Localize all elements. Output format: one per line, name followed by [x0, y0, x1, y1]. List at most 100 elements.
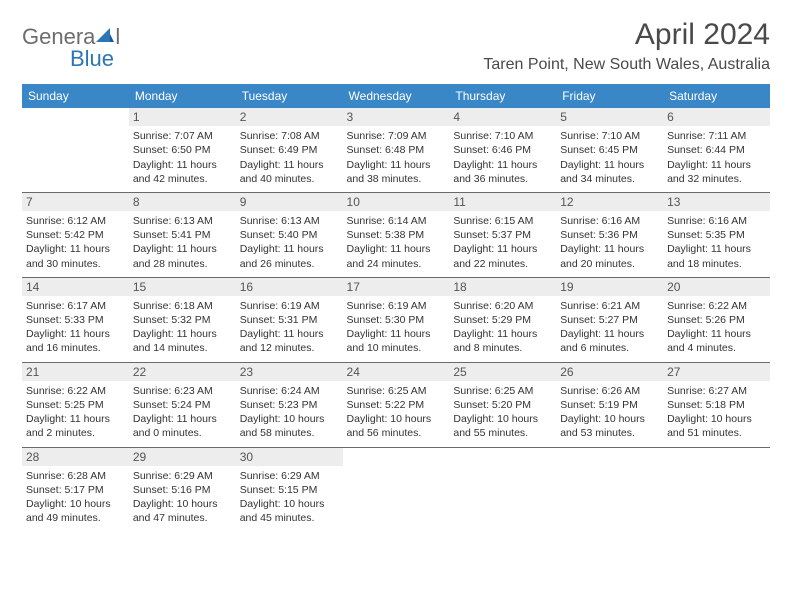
- calendar-cell: 14Sunrise: 6:17 AMSunset: 5:33 PMDayligh…: [22, 277, 129, 362]
- day-number: 10: [343, 193, 450, 211]
- day-number: 18: [449, 278, 556, 296]
- logo-text-blue: Blue: [70, 46, 120, 72]
- day-number: 2: [236, 108, 343, 126]
- sunset-line: Sunset: 5:38 PM: [347, 228, 446, 242]
- sunset-line: Sunset: 5:40 PM: [240, 228, 339, 242]
- calendar-cell: [449, 447, 556, 531]
- day-header: Tuesday: [236, 84, 343, 108]
- day-number: 26: [556, 363, 663, 381]
- daylight-line: Daylight: 11 hours and 30 minutes.: [26, 242, 125, 270]
- day-number: 15: [129, 278, 236, 296]
- daylight-line: Daylight: 11 hours and 36 minutes.: [453, 158, 552, 186]
- daylight-line: Daylight: 11 hours and 42 minutes.: [133, 158, 232, 186]
- calendar-cell: [22, 108, 129, 192]
- daylight-line: Daylight: 11 hours and 22 minutes.: [453, 242, 552, 270]
- sunset-line: Sunset: 5:32 PM: [133, 313, 232, 327]
- calendar-cell: 8Sunrise: 6:13 AMSunset: 5:41 PMDaylight…: [129, 192, 236, 277]
- daylight-line: Daylight: 11 hours and 14 minutes.: [133, 327, 232, 355]
- sunrise-line: Sunrise: 6:19 AM: [240, 299, 339, 313]
- day-header: Monday: [129, 84, 236, 108]
- daylight-line: Daylight: 10 hours and 55 minutes.: [453, 412, 552, 440]
- sunrise-line: Sunrise: 6:26 AM: [560, 384, 659, 398]
- day-number: 8: [129, 193, 236, 211]
- sunset-line: Sunset: 5:19 PM: [560, 398, 659, 412]
- sunrise-line: Sunrise: 6:29 AM: [240, 469, 339, 483]
- sunrise-line: Sunrise: 6:28 AM: [26, 469, 125, 483]
- daylight-line: Daylight: 11 hours and 10 minutes.: [347, 327, 446, 355]
- daylight-line: Daylight: 11 hours and 16 minutes.: [26, 327, 125, 355]
- sunset-line: Sunset: 5:15 PM: [240, 483, 339, 497]
- calendar-row: 1Sunrise: 7:07 AMSunset: 6:50 PMDaylight…: [22, 108, 770, 192]
- calendar-cell: 12Sunrise: 6:16 AMSunset: 5:36 PMDayligh…: [556, 192, 663, 277]
- calendar-cell: [343, 447, 450, 531]
- logo-text-l: l: [115, 24, 120, 49]
- day-number: 29: [129, 448, 236, 466]
- day-header: Thursday: [449, 84, 556, 108]
- calendar-cell: 27 Sunrise: 6:27 AMSunset: 5:18 PMDayligh…: [663, 362, 770, 447]
- calendar-cell: 16Sunrise: 6:19 AMSunset: 5:31 PMDayligh…: [236, 277, 343, 362]
- calendar-cell: 10 Sunrise: 6:14 AMSunset: 5:38 PMDayligh…: [343, 192, 450, 277]
- day-header-row: SundayMondayTuesdayWednesdayThursdayFrid…: [22, 84, 770, 108]
- sunrise-line: Sunrise: 6:21 AM: [560, 299, 659, 313]
- day-number: 21: [22, 363, 129, 381]
- calendar-cell: 26 Sunrise: 6:26 AMSunset: 5:19 PMDayligh…: [556, 362, 663, 447]
- calendar-cell: 29Sunrise: 6:29 AMSunset: 5:16 PMDayligh…: [129, 447, 236, 531]
- day-number: 7: [22, 193, 129, 211]
- daylight-line: Daylight: 11 hours and 24 minutes.: [347, 242, 446, 270]
- sunrise-line: Sunrise: 6:27 AM: [667, 384, 766, 398]
- day-header: Sunday: [22, 84, 129, 108]
- daylight-line: Daylight: 11 hours and 4 minutes.: [667, 327, 766, 355]
- day-number: 25: [449, 363, 556, 381]
- calendar-row: 7Sunrise: 6:12 AMSunset: 5:42 PMDaylight…: [22, 192, 770, 277]
- daylight-line: Daylight: 11 hours and 2 minutes.: [26, 412, 125, 440]
- sunrise-line: Sunrise: 7:10 AM: [453, 129, 552, 143]
- sunrise-line: Sunrise: 6:18 AM: [133, 299, 232, 313]
- sunset-line: Sunset: 5:42 PM: [26, 228, 125, 242]
- sunset-line: Sunset: 5:41 PM: [133, 228, 232, 242]
- calendar-row: 28Sunrise: 6:28 AMSunset: 5:17 PMDayligh…: [22, 447, 770, 531]
- sunrise-line: Sunrise: 6:23 AM: [133, 384, 232, 398]
- day-header: Saturday: [663, 84, 770, 108]
- sunrise-line: Sunrise: 6:16 AM: [667, 214, 766, 228]
- daylight-line: Daylight: 10 hours and 51 minutes.: [667, 412, 766, 440]
- sunrise-line: Sunrise: 6:25 AM: [453, 384, 552, 398]
- sunset-line: Sunset: 6:45 PM: [560, 143, 659, 157]
- day-number: 20: [663, 278, 770, 296]
- day-number: 6: [663, 108, 770, 126]
- sunset-line: Sunset: 5:16 PM: [133, 483, 232, 497]
- daylight-line: Daylight: 11 hours and 34 minutes.: [560, 158, 659, 186]
- day-number: 22: [129, 363, 236, 381]
- logo: General Blue: [22, 18, 120, 72]
- sunset-line: Sunset: 6:49 PM: [240, 143, 339, 157]
- sunrise-line: Sunrise: 6:16 AM: [560, 214, 659, 228]
- calendar-cell: 22Sunrise: 6:23 AMSunset: 5:24 PMDayligh…: [129, 362, 236, 447]
- daylight-line: Daylight: 10 hours and 56 minutes.: [347, 412, 446, 440]
- sunset-line: Sunset: 6:50 PM: [133, 143, 232, 157]
- calendar-cell: 17 Sunrise: 6:19 AMSunset: 5:30 PMDayligh…: [343, 277, 450, 362]
- sunrise-line: Sunrise: 6:29 AM: [133, 469, 232, 483]
- sunrise-line: Sunrise: 7:10 AM: [560, 129, 659, 143]
- sunrise-line: Sunrise: 6:14 AM: [347, 214, 446, 228]
- sunrise-line: Sunrise: 7:08 AM: [240, 129, 339, 143]
- month-title: April 2024: [483, 18, 770, 52]
- day-number: 3: [343, 108, 450, 126]
- day-number: 17: [343, 278, 450, 296]
- sunrise-line: Sunrise: 6:15 AM: [453, 214, 552, 228]
- sunset-line: Sunset: 5:27 PM: [560, 313, 659, 327]
- daylight-line: Daylight: 11 hours and 20 minutes.: [560, 242, 659, 270]
- sunset-line: Sunset: 5:18 PM: [667, 398, 766, 412]
- sunset-line: Sunset: 5:30 PM: [347, 313, 446, 327]
- location: Taren Point, New South Wales, Australia: [483, 56, 770, 74]
- daylight-line: Daylight: 11 hours and 12 minutes.: [240, 327, 339, 355]
- day-number: 27: [663, 363, 770, 381]
- calendar-cell: 19Sunrise: 6:21 AMSunset: 5:27 PMDayligh…: [556, 277, 663, 362]
- sunrise-line: Sunrise: 6:19 AM: [347, 299, 446, 313]
- calendar-cell: 3Sunrise: 7:09 AMSunset: 6:48 PMDaylight…: [343, 108, 450, 192]
- calendar-cell: 13Sunrise: 6:16 AMSunset: 5:35 PMDayligh…: [663, 192, 770, 277]
- daylight-line: Daylight: 11 hours and 40 minutes.: [240, 158, 339, 186]
- calendar-row: 21Sunrise: 6:22 AMSunset: 5:25 PMDayligh…: [22, 362, 770, 447]
- day-header: Wednesday: [343, 84, 450, 108]
- sunset-line: Sunset: 5:22 PM: [347, 398, 446, 412]
- daylight-line: Daylight: 10 hours and 45 minutes.: [240, 497, 339, 525]
- daylight-line: Daylight: 10 hours and 53 minutes.: [560, 412, 659, 440]
